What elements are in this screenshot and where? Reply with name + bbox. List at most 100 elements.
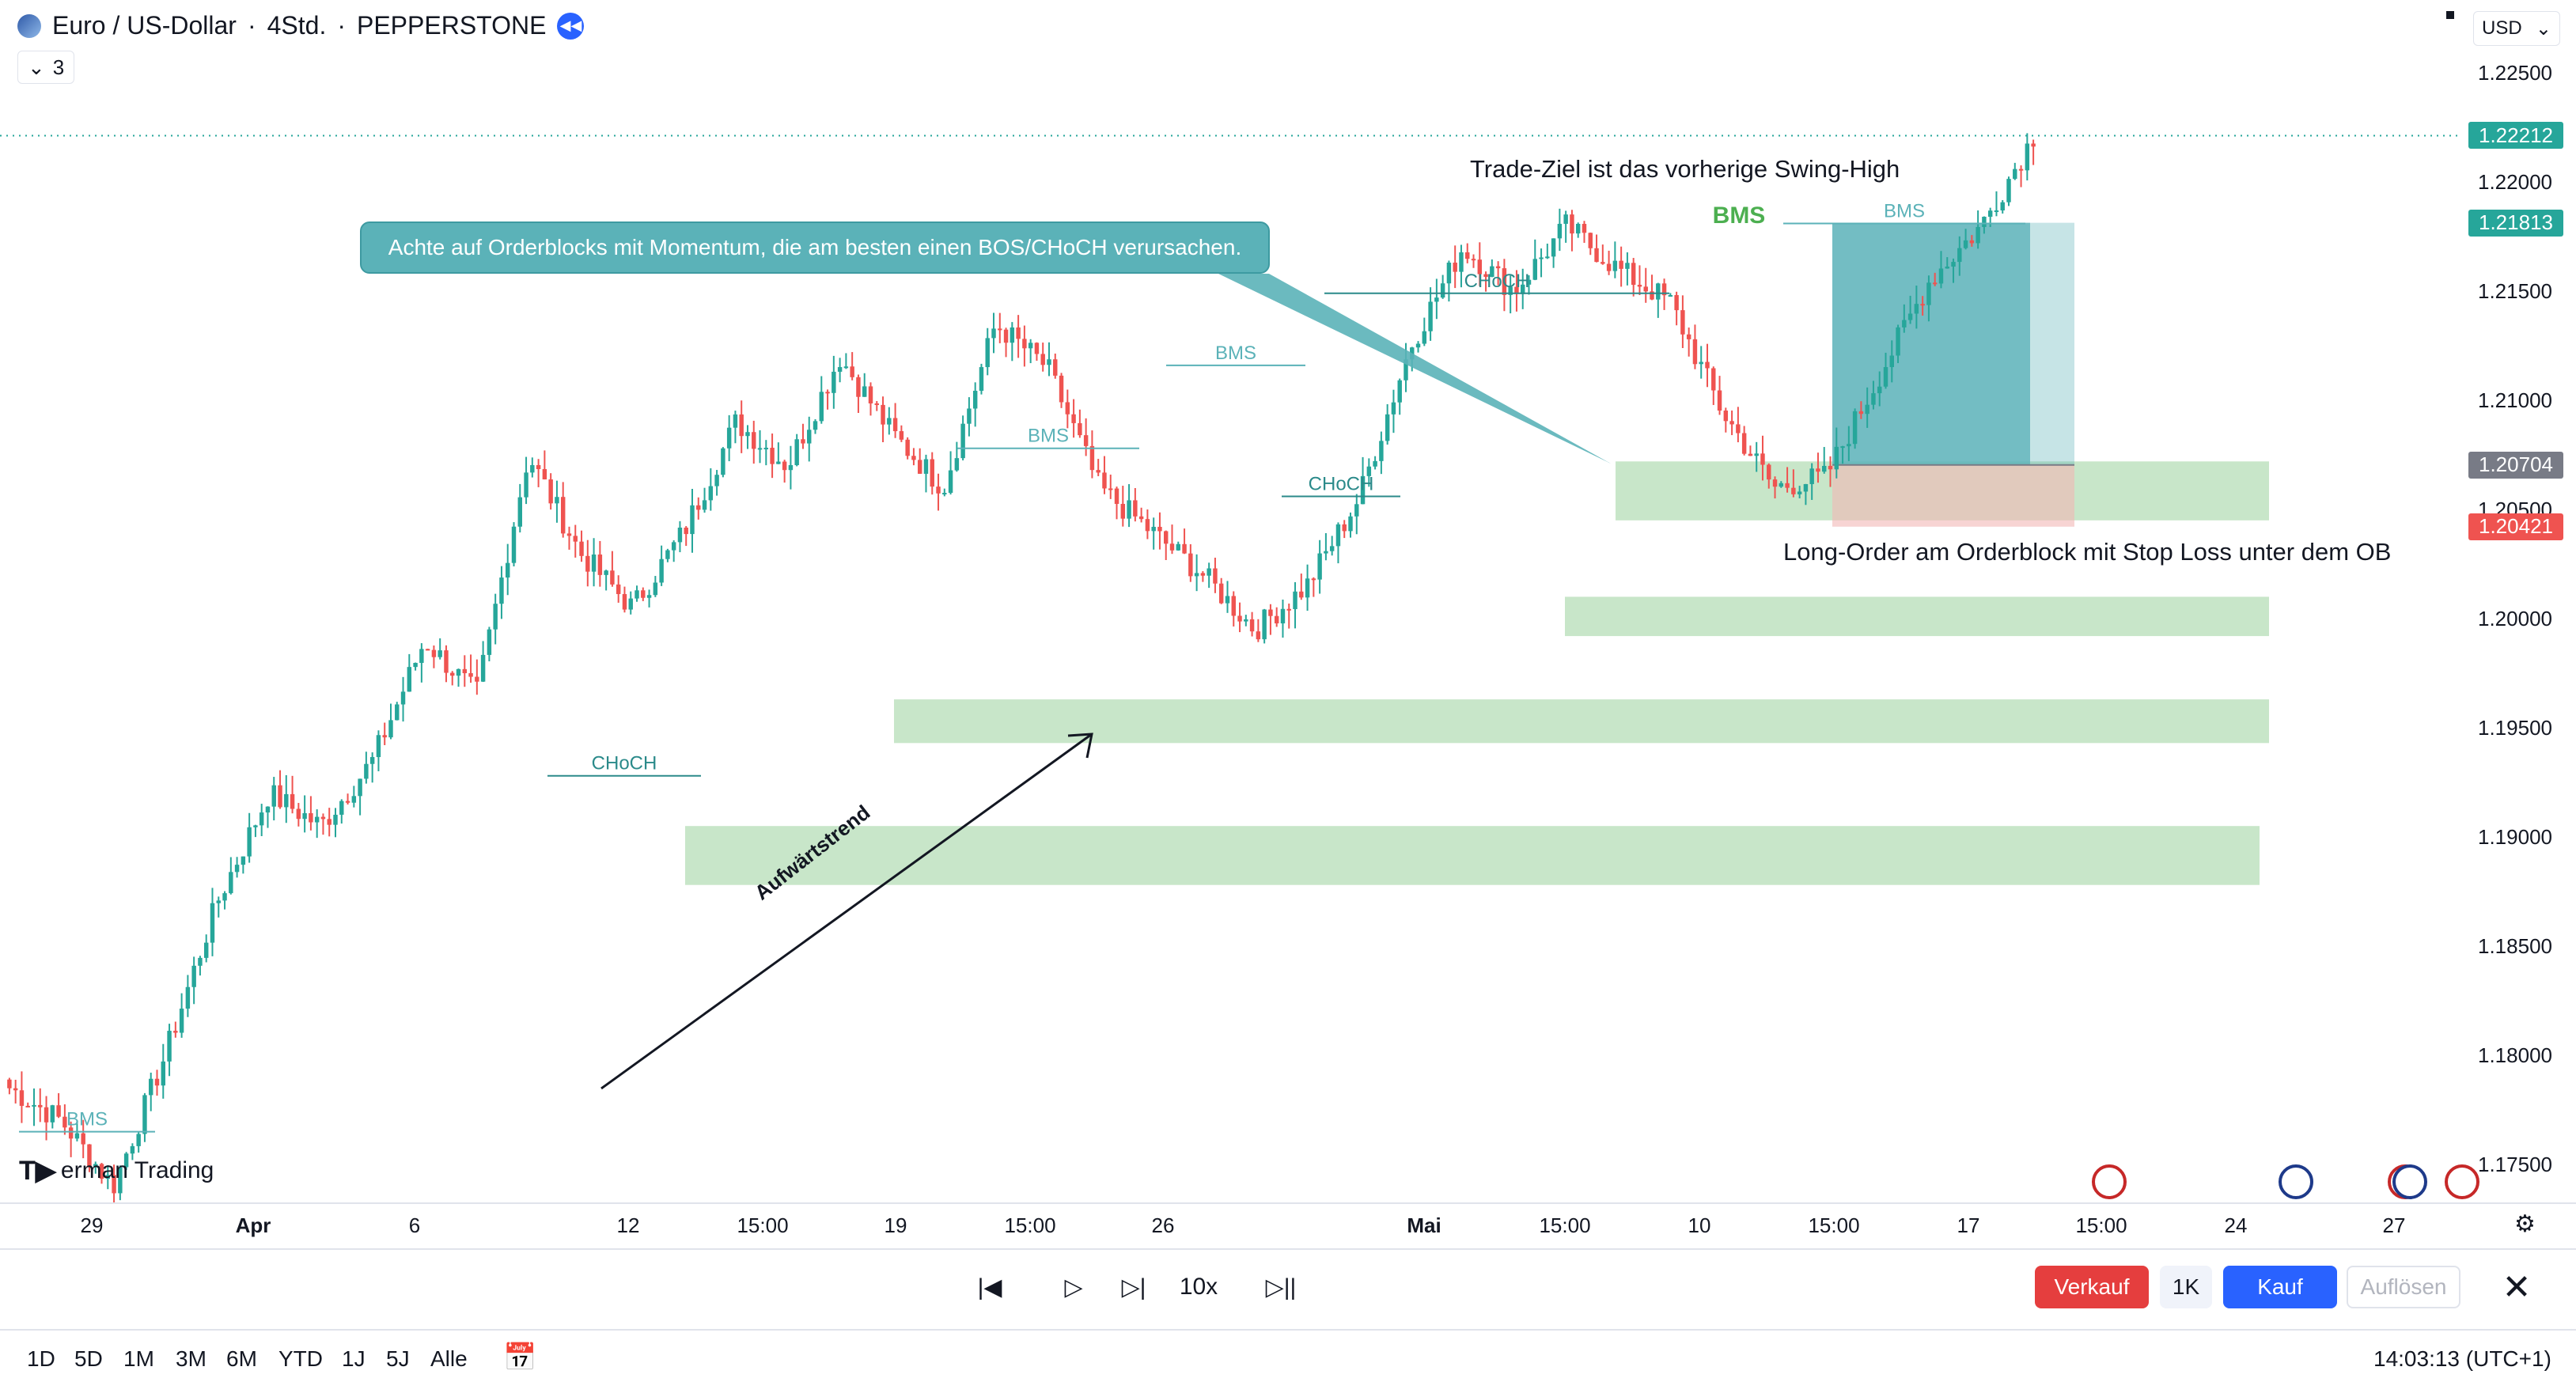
buy-button[interactable]: Kauf — [2223, 1266, 2337, 1308]
candle-body — [874, 403, 879, 405]
candle-body — [782, 461, 787, 471]
currency-select[interactable]: USD ⌄ — [2473, 11, 2560, 46]
candle-body — [1138, 516, 1144, 520]
candle-body — [862, 386, 867, 397]
candle-body — [776, 461, 781, 464]
timeframe-label[interactable]: 4Std. — [267, 11, 327, 40]
candle-body — [161, 1061, 166, 1086]
candle-body — [1631, 263, 1636, 286]
candle-body — [271, 785, 276, 807]
candle-body — [770, 448, 775, 464]
candle-body — [1938, 268, 1944, 284]
play-icon[interactable]: ▷ — [1064, 1274, 1083, 1300]
symbol-name[interactable]: Euro / US-Dollar — [52, 11, 237, 40]
candle-body — [456, 668, 461, 676]
candle-body — [905, 439, 910, 456]
order-annotation[interactable]: Long-Order am Orderblock mit Stop Loss u… — [1783, 538, 2392, 566]
timeframe-button[interactable]: 1M — [123, 1346, 154, 1371]
candle-body — [1674, 295, 1679, 311]
replay-rewind-icon[interactable]: ◀◀ — [557, 12, 585, 40]
candle-body — [364, 763, 369, 779]
flatten-button[interactable]: Auflösen — [2347, 1266, 2460, 1308]
timeframe-button[interactable]: 1J — [342, 1346, 366, 1371]
price-label-entry: 1.20704 — [2468, 451, 2563, 479]
candle-body — [1588, 233, 1593, 248]
indicators-toggle[interactable]: ⌄ 3 — [17, 51, 75, 84]
symbol-header[interactable]: Euro / US-Dollar · 4Std. · PEPPERSTONE ◀… — [17, 11, 585, 40]
timeframe-button[interactable]: YTD — [278, 1346, 323, 1371]
candle-body — [1772, 479, 1778, 487]
candle-body — [1237, 615, 1242, 622]
candle-body — [382, 735, 387, 738]
price-chart[interactable]: BMS CHoCH BMS BMS CHoCH CHoCH BMS BMS — [0, 0, 2576, 1202]
trend-arrowhead — [1067, 733, 1093, 759]
time-tick: 24 — [2224, 1213, 2248, 1237]
timeframe-button[interactable]: 5D — [74, 1346, 103, 1371]
timeframe-button[interactable]: Alle — [430, 1346, 468, 1371]
replay-speed[interactable]: 10x — [1179, 1274, 1218, 1300]
candle-body — [475, 676, 479, 682]
candle-body — [130, 1145, 135, 1154]
jump-to-realtime-icon[interactable]: ▷|| — [1265, 1274, 1297, 1300]
jump-to-start-icon[interactable]: |◀ — [977, 1274, 1002, 1300]
timeframe-button[interactable]: 5J — [386, 1346, 410, 1371]
candle-body — [63, 1116, 67, 1128]
candle-body — [1969, 240, 1975, 244]
callout-box[interactable]: Achte auf Orderblocks mit Momentum, die … — [360, 221, 1270, 274]
candle-body — [1871, 393, 1876, 405]
candle-body — [1625, 263, 1630, 269]
candle-body — [1348, 516, 1353, 532]
close-icon[interactable]: ✕ — [2502, 1267, 2532, 1307]
candle-body — [850, 366, 854, 377]
target-annotation[interactable]: Trade-Ziel ist das vorherige Swing-High — [1470, 155, 1900, 183]
candle-body — [499, 577, 504, 604]
candle-body — [419, 649, 424, 663]
candle-body — [702, 500, 707, 510]
economic-event-icon — [2392, 1164, 2427, 1199]
time-tick: 15:00 — [1539, 1213, 1591, 1237]
candle-body — [1286, 608, 1291, 611]
price-tick: 1.17500 — [2478, 1153, 2552, 1176]
timeframe-button[interactable]: 1D — [27, 1346, 55, 1371]
candle-body — [1514, 286, 1519, 294]
date-range-calendar-icon[interactable]: 📅 — [503, 1342, 537, 1372]
candle-body — [856, 377, 861, 397]
candle-body — [1182, 543, 1187, 554]
sell-button[interactable]: Verkauf — [2035, 1266, 2149, 1308]
candle-body — [1299, 591, 1304, 598]
step-forward-icon[interactable]: ▷| — [1121, 1274, 1146, 1300]
candle-body — [1114, 488, 1119, 505]
candle-body — [899, 431, 904, 440]
candle-body — [1373, 460, 1377, 467]
symbol-logo-icon — [17, 13, 41, 38]
candle-body — [1324, 551, 1328, 554]
candle-body — [948, 470, 953, 494]
indicator-count: 3 — [52, 55, 65, 79]
settings-gear-icon[interactable]: ⚙ — [2514, 1211, 2536, 1237]
candle-body — [752, 432, 756, 449]
candle-body — [998, 328, 1002, 331]
timeframe-button[interactable]: 3M — [176, 1346, 206, 1371]
candle-body — [99, 1164, 104, 1179]
candle-body — [2025, 143, 2030, 171]
watermark: T▶ erman Trading — [19, 1156, 214, 1186]
candle-body — [1465, 252, 1470, 259]
candle-body — [68, 1127, 74, 1139]
candle-body — [1791, 487, 1796, 494]
candle-body — [1225, 596, 1230, 604]
candle-body — [1809, 468, 1814, 484]
time-tick: 17 — [1957, 1213, 1980, 1237]
candle-body — [1963, 240, 1968, 248]
candle-body — [1557, 223, 1563, 239]
candle-body — [25, 1105, 30, 1107]
candle-body — [438, 650, 442, 657]
timeframe-button[interactable]: 6M — [226, 1346, 257, 1371]
candle-body — [1803, 483, 1809, 492]
candle-body — [930, 459, 934, 487]
candle-body — [911, 456, 916, 460]
candle-body — [1071, 414, 1076, 423]
quantity-button[interactable]: 1K — [2160, 1266, 2212, 1308]
candle-body — [167, 1031, 172, 1062]
candle-body — [763, 448, 769, 450]
candle-body — [1495, 266, 1501, 269]
